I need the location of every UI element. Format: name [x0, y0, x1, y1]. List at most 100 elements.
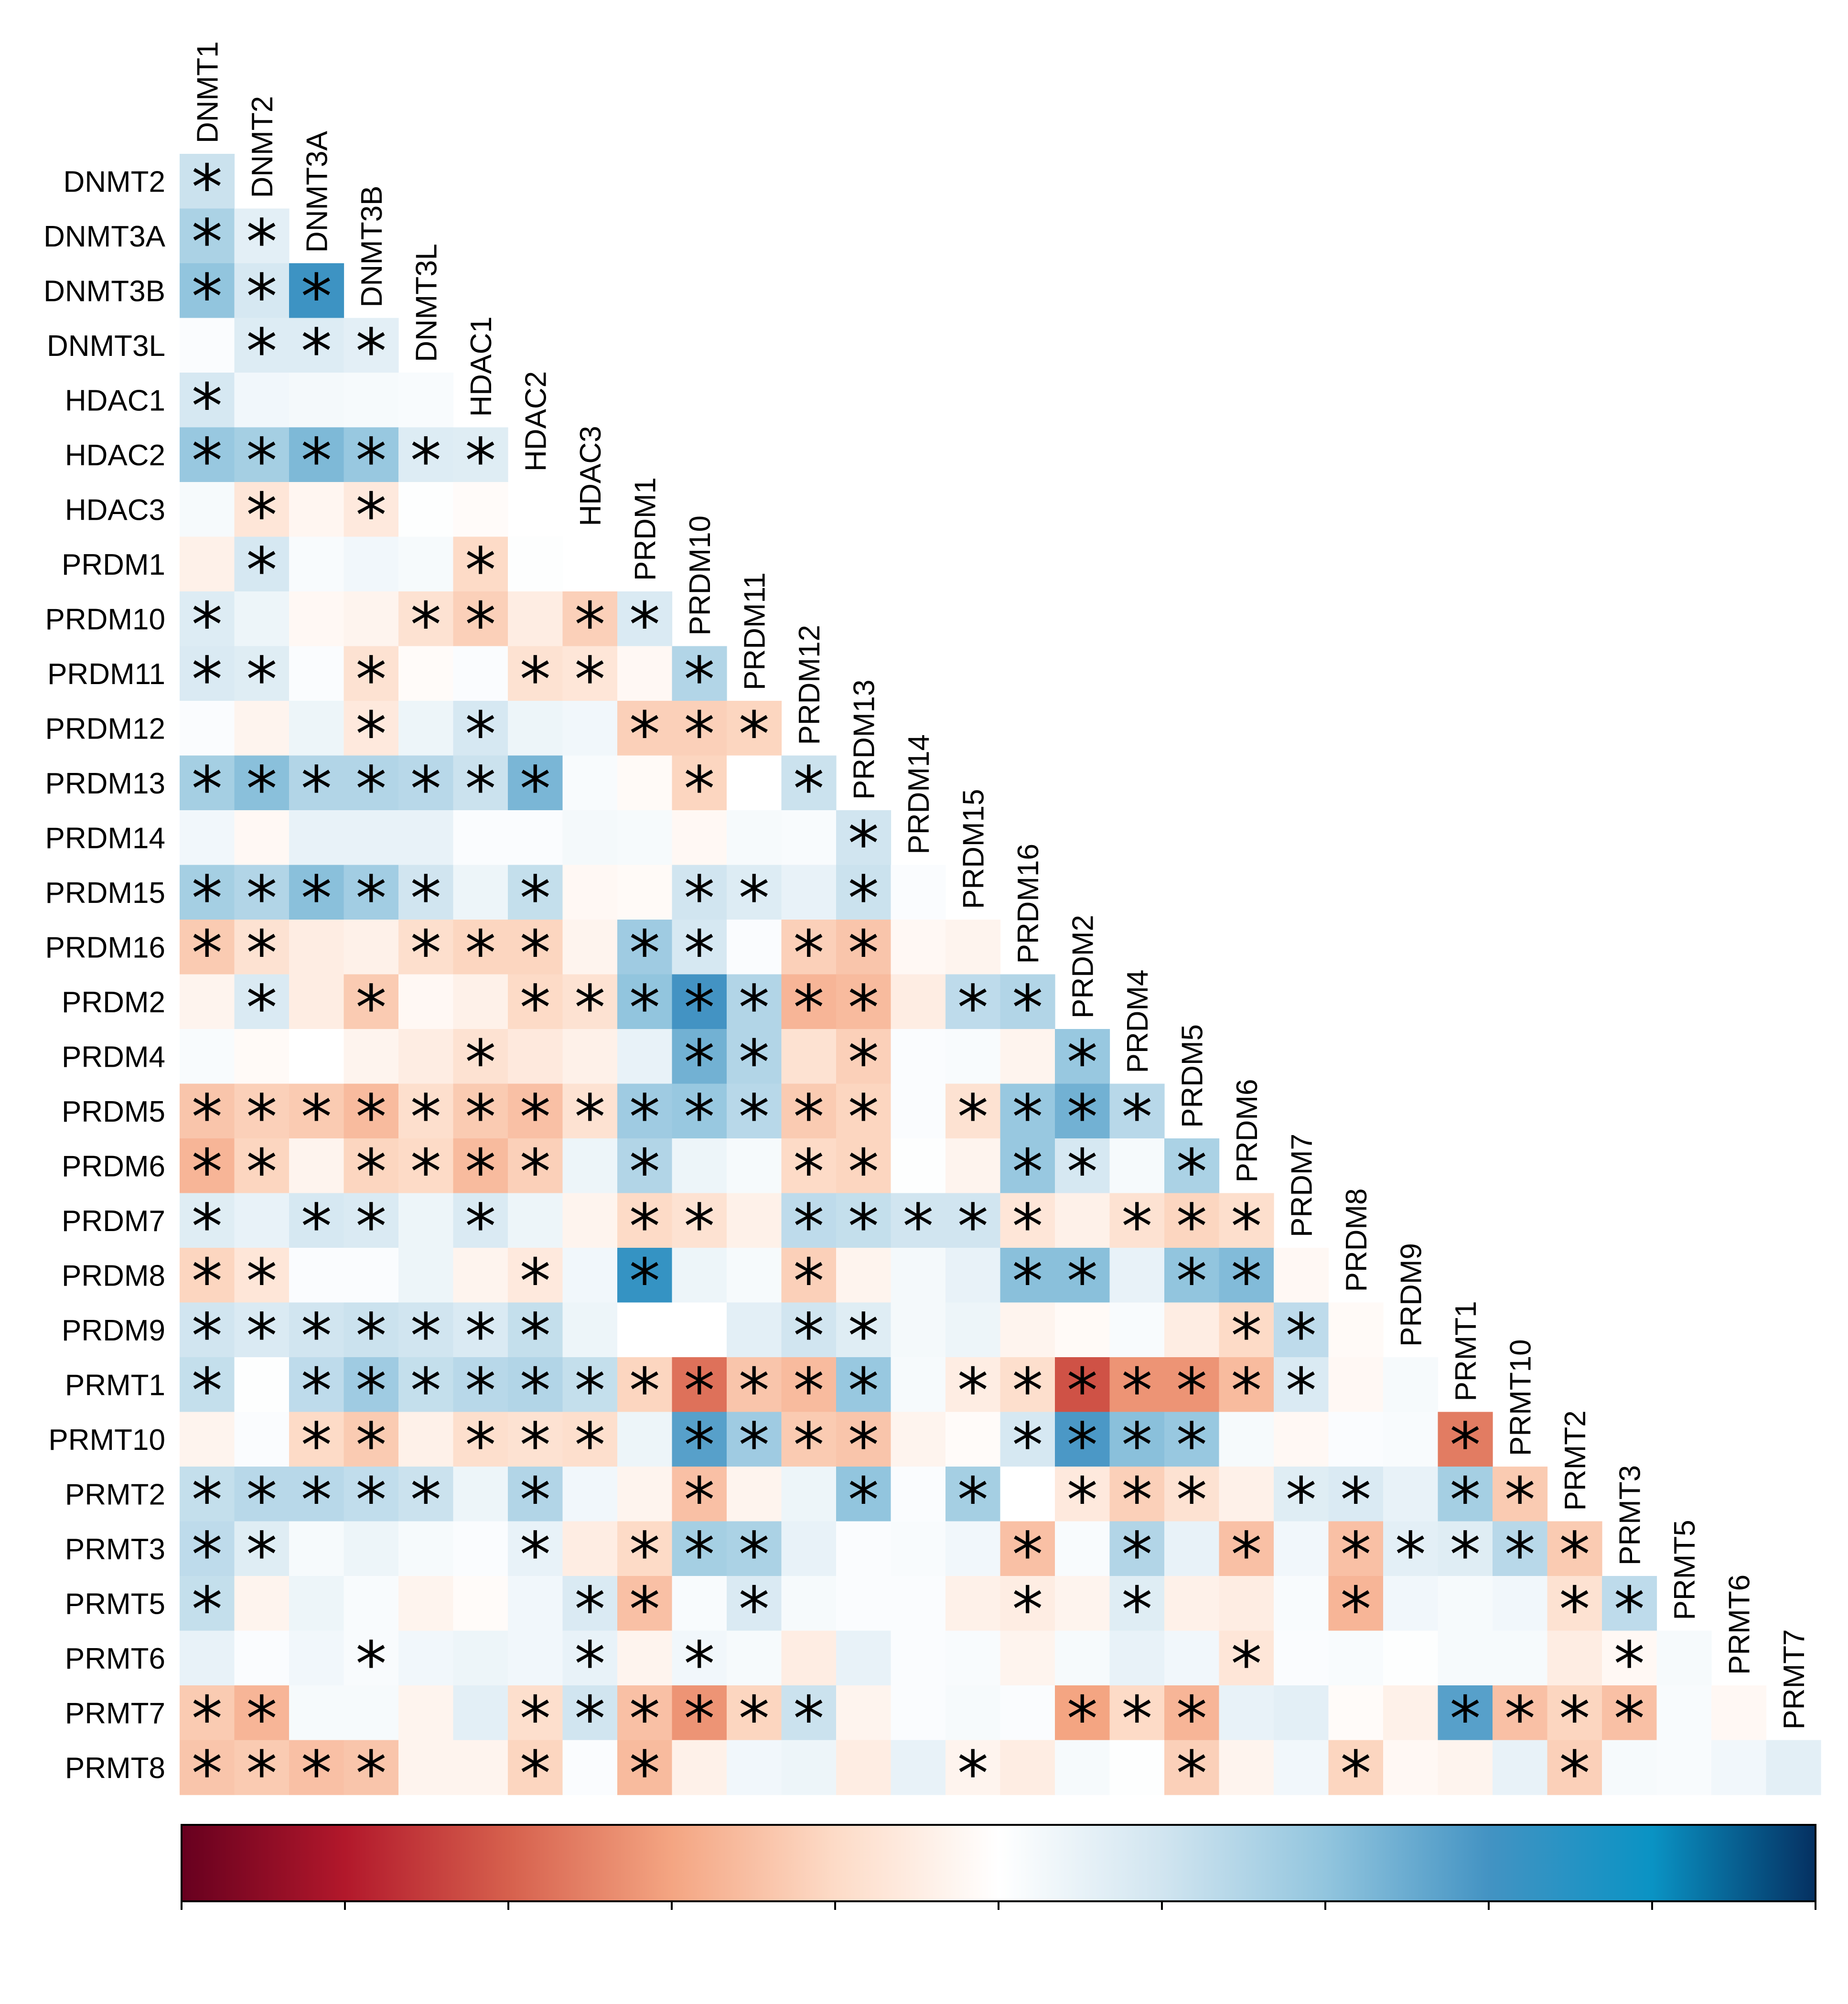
cell-prmt1-dnmt3l: [398, 1357, 454, 1413]
cell-prmt10-prdm13: [836, 1412, 892, 1467]
cell-prmt10-prdm15: [945, 1412, 1001, 1467]
cell-prmt7-prdm10: [672, 1685, 727, 1741]
significance-star: *: [301, 1464, 332, 1536]
significance-star: *: [684, 1519, 715, 1591]
cell-prmt2-prdm11: [727, 1467, 782, 1522]
cell-prdm1-dnmt3a: [289, 536, 344, 592]
significance-star: *: [355, 315, 387, 388]
significance-star: *: [1067, 1354, 1098, 1427]
column-label-prdm6: PRDM6: [1231, 1079, 1264, 1182]
significance-star: *: [684, 1081, 715, 1154]
cell-prmt1-prdm13: [836, 1357, 892, 1413]
cell-prmt10-prdm4: [1109, 1412, 1165, 1467]
significance-star: *: [793, 1683, 824, 1755]
cell-prmt8-prmt3: [1602, 1740, 1657, 1795]
significance-star: *: [1121, 1354, 1152, 1427]
cell-prdm7-dnmt3l: [398, 1193, 454, 1248]
significance-star: *: [739, 1026, 770, 1099]
cell-prdm4-prdm15: [945, 1029, 1001, 1084]
row-label-dnmt2: DNMT2: [63, 165, 165, 198]
cell-prdm14-hdac2: [508, 810, 563, 866]
cell-hdac3-hdac1: [453, 482, 508, 537]
significance-star: *: [355, 425, 387, 497]
cell-prmt5-prdm5: [1164, 1576, 1220, 1631]
cell-prdm8-prdm1: [617, 1248, 673, 1303]
cell-prdm7-prdm12: [781, 1193, 837, 1248]
cell-prdm4-prdm16: [1000, 1029, 1055, 1084]
significance-star: *: [465, 1026, 496, 1099]
significance-star: *: [848, 1190, 879, 1263]
column-label-hdac3: HDAC3: [574, 426, 607, 526]
significance-star: *: [1340, 1519, 1371, 1591]
significance-star: *: [1176, 1683, 1207, 1755]
cell-prmt6-prmt1: [1438, 1630, 1493, 1686]
significance-star: *: [1121, 1519, 1152, 1591]
significance-star: *: [465, 1190, 496, 1263]
cell-prmt1-prdm16: [1000, 1357, 1055, 1413]
significance-star: *: [1012, 1519, 1043, 1591]
cell-prmt5-prdm16: [1000, 1576, 1055, 1631]
cell-prmt7-prdm14: [891, 1685, 946, 1741]
significance-star: *: [192, 1519, 223, 1591]
significance-star: *: [1231, 1354, 1262, 1427]
cell-prdm6-prdm4: [1109, 1138, 1165, 1194]
significance-star: *: [301, 1190, 332, 1263]
cell-prdm1-dnmt2: [234, 536, 290, 592]
cell-prmt5-prmt3: [1602, 1576, 1657, 1631]
cell-prdm5-prdm1: [617, 1083, 673, 1139]
cell-prdm15-hdac1: [453, 865, 508, 920]
column-label-prdm10: PRDM10: [684, 515, 717, 636]
column-label-prmt3: PRMT3: [1613, 1465, 1646, 1565]
row-label-prdm1: PRDM1: [62, 548, 165, 581]
significance-star: *: [739, 1409, 770, 1482]
cell-prmt7-prdm13: [836, 1685, 892, 1741]
cell-prdm15-prdm11: [727, 865, 782, 920]
significance-star: *: [629, 917, 660, 989]
cell-prmt8-prdm14: [891, 1740, 946, 1795]
significance-star: *: [192, 1464, 223, 1536]
cell-prmt2-prdm16: [1000, 1467, 1055, 1522]
cell-prdm9-prdm10: [672, 1302, 727, 1358]
cell-prmt3-prdm4: [1109, 1521, 1165, 1576]
significance-star: *: [410, 862, 441, 935]
significance-star: *: [355, 1081, 387, 1154]
cell-prmt6-hdac2: [508, 1630, 563, 1686]
significance-star: *: [684, 1026, 715, 1099]
cell-prmt3-prdm9: [1383, 1521, 1439, 1576]
cell-prdm10-hdac3: [562, 591, 618, 647]
cell-prdm9-hdac3: [562, 1302, 618, 1358]
significance-star: *: [192, 1354, 223, 1427]
cell-prmt7-hdac3: [562, 1685, 618, 1741]
cell-prdm16-dnmt3a: [289, 920, 344, 975]
cell-prdm14-prdm12: [781, 810, 837, 866]
cell-dnmt3l-dnmt3a: [289, 318, 344, 373]
cell-prdm10-dnmt3a: [289, 591, 344, 647]
column-label-prdm4: PRDM4: [1121, 969, 1154, 1073]
significance-star: *: [246, 534, 277, 607]
cell-prdm5-prdm14: [891, 1083, 946, 1139]
cell-prdm7-prdm5: [1164, 1193, 1220, 1248]
cell-prdm16-dnmt1: [180, 920, 235, 975]
row-label-prdm14: PRDM14: [45, 822, 165, 855]
cell-prmt7-prmt5: [1656, 1685, 1712, 1741]
cell-prdm7-dnmt3b: [344, 1193, 399, 1248]
cell-prmt7-hdac2: [508, 1685, 563, 1741]
cell-prmt2-prdm2: [1055, 1467, 1110, 1522]
cell-prmt6-prdm5: [1164, 1630, 1220, 1686]
cell-prmt6-dnmt3l: [398, 1630, 454, 1686]
cell-prmt7-prdm8: [1328, 1685, 1384, 1741]
significance-star: *: [246, 1683, 277, 1755]
significance-star: *: [520, 1081, 551, 1154]
cell-prmt1-prdm4: [1109, 1357, 1165, 1413]
significance-star: *: [739, 1683, 770, 1755]
cell-prdm8-dnmt3b: [344, 1248, 399, 1303]
cell-prdm12-hdac1: [453, 701, 508, 756]
significance-star: *: [355, 1190, 387, 1263]
significance-star: *: [1067, 1026, 1098, 1099]
cell-prdm10-hdac2: [508, 591, 563, 647]
cell-prmt8-prdm6: [1219, 1740, 1274, 1795]
cell-prmt10-prdm1: [617, 1412, 673, 1467]
cell-prmt5-dnmt3l: [398, 1576, 454, 1631]
significance-star: *: [1395, 1519, 1426, 1591]
significance-star: *: [520, 1354, 551, 1427]
